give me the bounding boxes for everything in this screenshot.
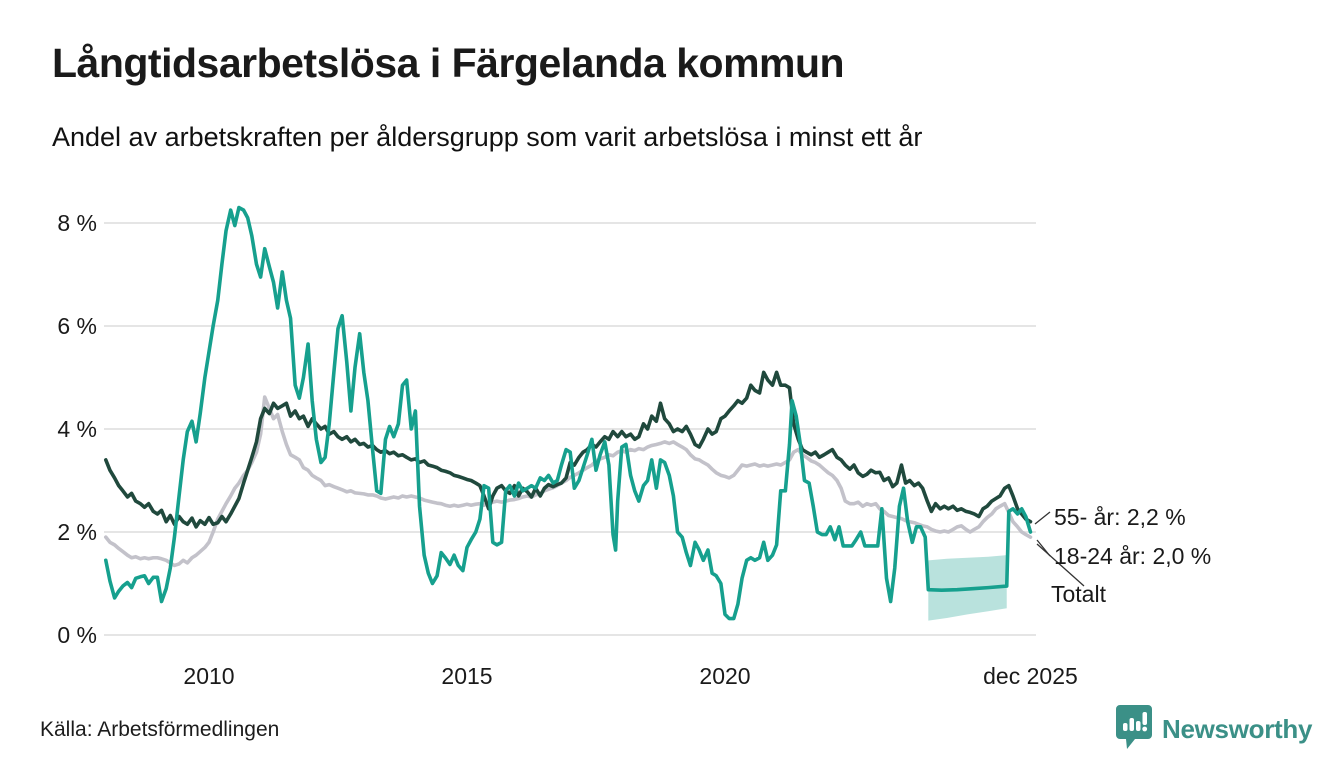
x-tick-label: 2015 — [441, 663, 492, 689]
series-line-Totalt — [104, 395, 1033, 568]
source-credit: Källa: Arbetsförmedlingen — [40, 718, 280, 741]
annotation-leader-lines — [1034, 511, 1085, 587]
gridlines — [104, 222, 1036, 636]
series-line-55- år — [104, 370, 1033, 529]
y-tick-label: 2 % — [57, 519, 97, 545]
end-label-55: 55- år: 2,2 % — [1054, 504, 1186, 530]
end-label-18-24: 18-24 år: 2,0 % — [1054, 543, 1212, 569]
x-axis-tick-labels: 2010 2015 2020 dec 2025 — [183, 663, 1077, 689]
y-tick-label: 4 % — [57, 416, 97, 442]
y-axis-tick-labels: 0 % 2 % 4 % 6 % 8 % — [57, 210, 97, 648]
page-title: Långtidsarbetslösa i Färgelanda kommun — [52, 40, 845, 86]
leader-line-total — [1036, 543, 1085, 587]
series-line-18-24 år — [104, 205, 1033, 621]
page-subtitle: Andel av arbetskraften per åldersgrupp s… — [52, 122, 923, 152]
x-tick-label: 2010 — [183, 663, 234, 689]
series-lines — [104, 205, 1033, 621]
y-tick-label: 8 % — [57, 210, 97, 236]
leader-line-55 — [1034, 511, 1051, 525]
end-label-totalt: Totalt — [1051, 581, 1106, 607]
x-tick-label: 2020 — [699, 663, 750, 689]
y-tick-label: 6 % — [57, 313, 97, 339]
brand-name: Newsworthy — [1162, 714, 1313, 744]
newsworthy-logo: Newsworthy — [1115, 704, 1312, 755]
bar-chart-speech-bubble-icon — [1115, 704, 1153, 755]
x-tick-label: dec 2025 — [983, 663, 1078, 689]
y-tick-label: 0 % — [57, 622, 97, 648]
